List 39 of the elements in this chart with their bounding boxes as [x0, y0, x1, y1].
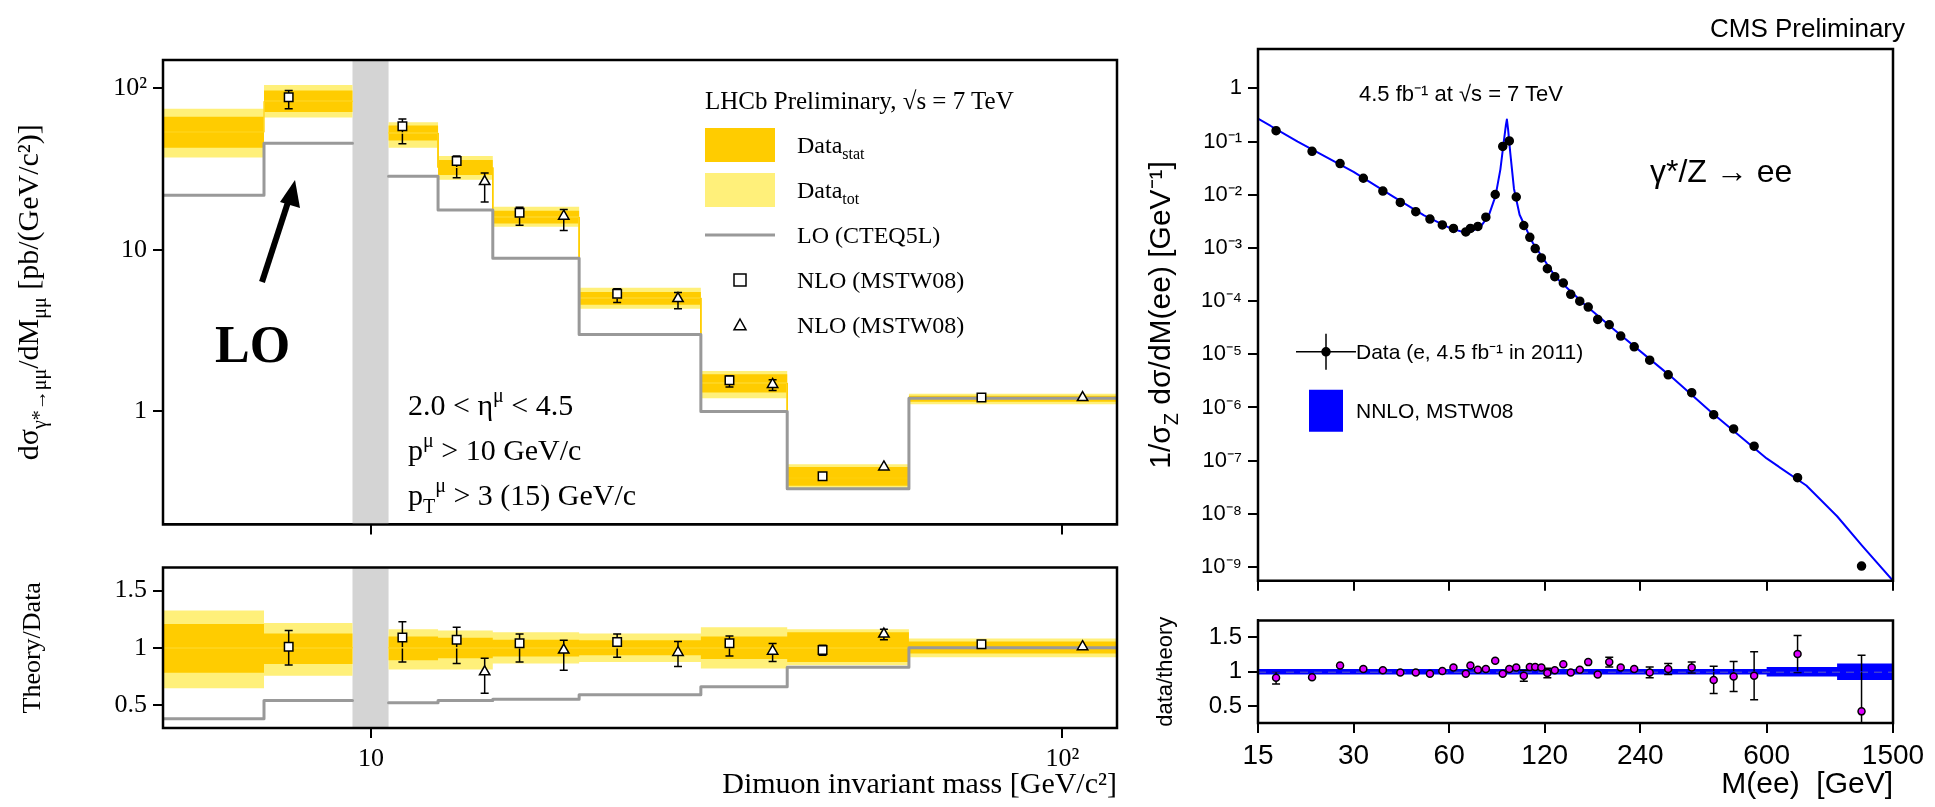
y-tick-label: 10⁻³	[1203, 233, 1242, 259]
chart-title: CMS Preliminary	[1709, 13, 1906, 43]
legend-label: Data (e, 4.5 fb⁻¹ in 2011)	[1356, 340, 1584, 364]
y-tick-label: 1.5	[114, 574, 147, 604]
y-tick-label: 1.5	[1208, 622, 1242, 650]
y-axis-title: Theory/Data	[17, 581, 46, 714]
legend-label: NNLO, MSTW08	[1356, 399, 1514, 423]
y-tick-label: 1	[134, 395, 147, 425]
y-tick-label: 0.5	[1208, 690, 1242, 718]
y-tick-label: 10⁻⁵	[1201, 340, 1242, 366]
annotation: 4.5 fb⁻¹ at √s = 7 TeV	[1359, 81, 1564, 106]
annotation: γ*/Z → ee	[1650, 153, 1793, 189]
y-tick-label: 1	[1228, 656, 1242, 684]
x-tick-label: 15	[1242, 738, 1274, 770]
y-tick-label: 10⁻²	[1203, 180, 1242, 206]
x-tick-label: 120	[1521, 738, 1569, 770]
y-tick-label: 10	[121, 233, 147, 263]
annotation: LHCb Preliminary, √s = 7 TeV	[705, 87, 1014, 114]
legend-label: NLO (MSTW08)	[797, 312, 965, 339]
x-tick-label: 10	[358, 743, 385, 773]
y-tick-label: 10⁻⁶	[1201, 393, 1242, 419]
y-tick-label: 10⁻⁴	[1201, 287, 1242, 313]
y-axis-title: data/theory	[1152, 616, 1177, 727]
y-tick-label: 10⁻⁹	[1201, 553, 1242, 579]
annotation: LO	[215, 316, 291, 373]
y-tick-label: 1	[1229, 74, 1242, 100]
x-tick-label: 60	[1433, 738, 1465, 770]
y-tick-label: 0.5	[114, 688, 147, 718]
legend-label: LO (CTEQ5L)	[797, 222, 941, 249]
y-axis-title: dσγ*→μμ/dMμμ [pb/(GeV/c²)]	[11, 124, 51, 461]
y-tick-label: 10⁻¹	[1203, 127, 1242, 153]
y-tick-label: 10⁻⁷	[1202, 446, 1243, 472]
x-tick-label: 240	[1616, 738, 1664, 770]
x-tick-label: 30	[1338, 738, 1370, 770]
legend-label: NLO (MSTW08)	[797, 267, 965, 294]
y-tick-label: 10⁻⁸	[1201, 499, 1242, 525]
y-axis-title: 1/σZ dσ/dM(ee) [GeV⁻¹]	[1143, 161, 1182, 469]
y-tick-label: 1	[134, 631, 147, 661]
y-tick-label: 10²	[113, 72, 148, 102]
